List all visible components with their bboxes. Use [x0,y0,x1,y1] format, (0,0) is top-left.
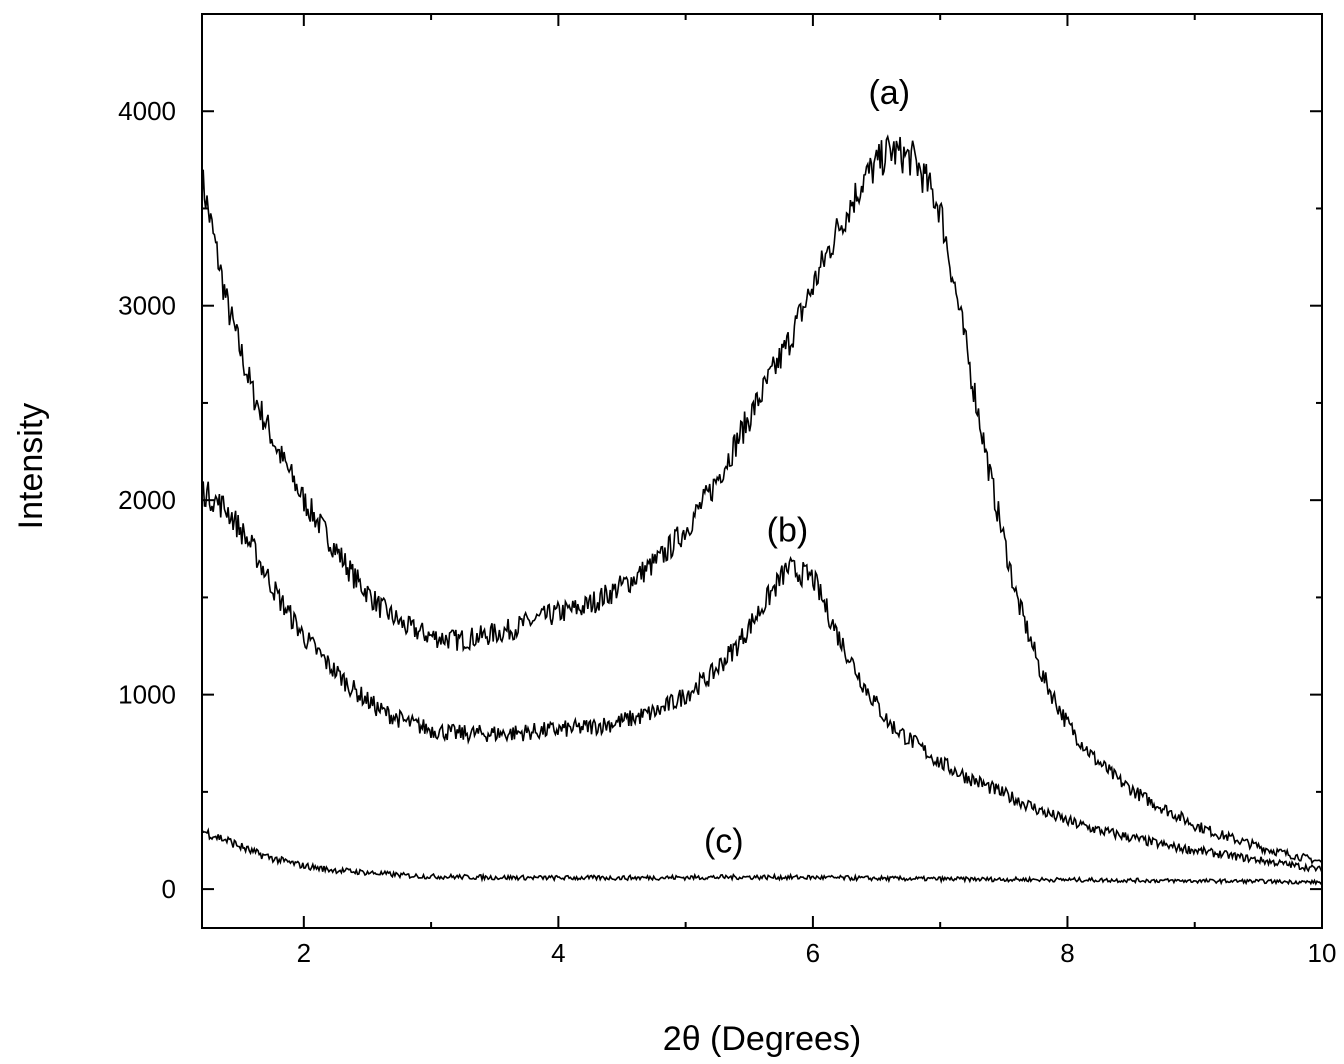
y-tick-label: 0 [162,874,176,904]
annotation-layer: (a) (b) (c) [704,74,910,861]
y-tick-label: 3000 [118,291,176,321]
y-tick-label: 1000 [118,680,176,710]
x-axis-title: 2θ (Degrees) [663,1020,861,1058]
series-line-2 [201,481,1323,873]
y-tick-label: 4000 [118,96,176,126]
x-tick-label: 4 [551,938,565,968]
series-line-3 [201,827,1323,886]
x-tick-label: 2 [297,938,311,968]
series-label: (b) [767,511,809,549]
y-tick-label: 2000 [118,485,176,515]
plot-area-frame [201,13,1323,929]
x-tick-label: 8 [1060,938,1074,968]
series-layer [201,134,1323,886]
series-label: (a) [868,74,910,112]
x-tick-label: 10 [1308,938,1337,968]
ticks-layer: 2 4 6 8 10 0 1000 2000 3000 4000 [118,14,1336,968]
x-tick-label: 6 [806,938,820,968]
series-label: (c) [704,822,744,860]
y-axis-title: Intensity [12,403,50,530]
series-line-1 [201,134,1323,865]
